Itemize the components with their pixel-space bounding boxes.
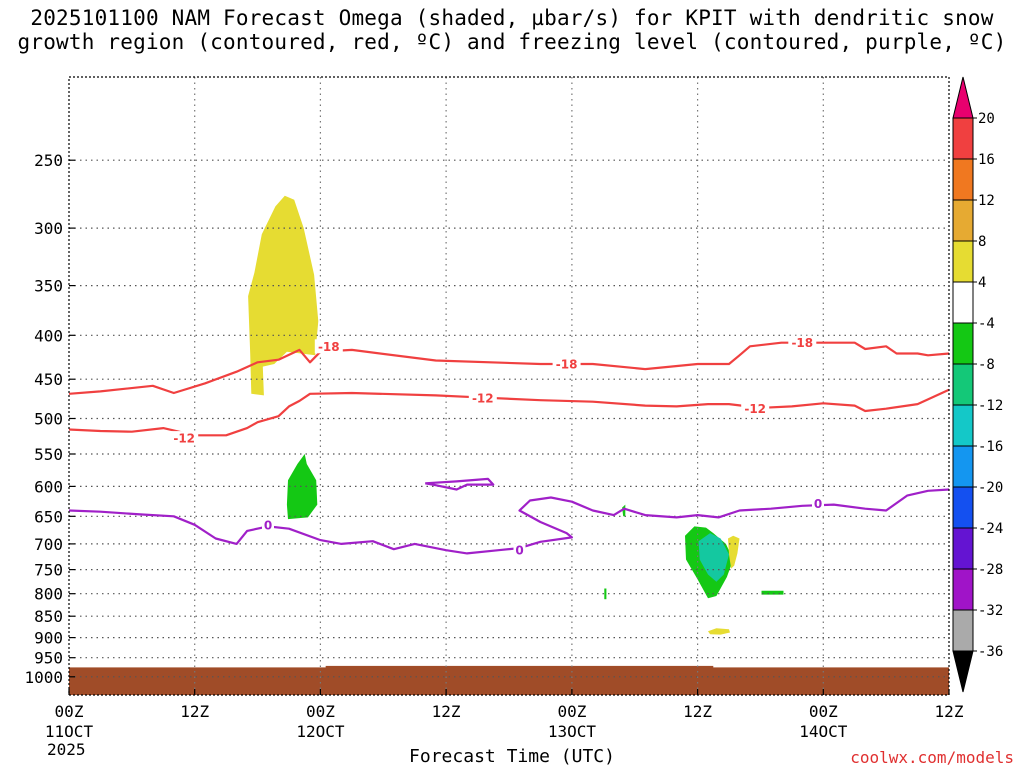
colorbar-swatch-10 bbox=[952, 527, 974, 570]
contour-line-freezing-level-island bbox=[425, 477, 495, 491]
contour-label-dendritic-bottom-2: -12 bbox=[744, 402, 766, 416]
colorbar-label-3: 8 bbox=[978, 234, 986, 250]
colorbar: 20 16 12 8 4 -4 -8 -12 -16 -20 -24 -28 -32 -36 bbox=[952, 76, 1003, 693]
contour-line-dendritic-top bbox=[68, 341, 950, 395]
y-tick-label-800: 800 bbox=[34, 585, 63, 604]
colorbar-label-4: 4 bbox=[978, 275, 986, 291]
x-tick-date-4: 13OCT bbox=[548, 722, 597, 741]
contour-line-dendritic-bottom bbox=[68, 388, 950, 437]
contour-label-dendritic-bottom-1: -12 bbox=[472, 391, 494, 405]
y-tick-label-750: 750 bbox=[34, 561, 63, 580]
contour-label-dendritic-top-2: -18 bbox=[791, 336, 813, 350]
colorbar-label-0: 20 bbox=[978, 111, 995, 127]
y-tick-label-850: 850 bbox=[34, 607, 63, 626]
plot-area: -18 -18 -18 -12 -12 -12 0 0 0 250 300 350 400 450 500 5… bbox=[24, 76, 964, 759]
colorbar-label-2: 12 bbox=[978, 193, 995, 209]
colorbar-swatch-3 bbox=[952, 240, 974, 283]
contour-label-bg-freezing-level-0 bbox=[262, 517, 274, 532]
colorbar-swatch-7 bbox=[952, 404, 974, 447]
y-tick-label-600: 600 bbox=[34, 477, 63, 496]
colorbar-label-13: -36 bbox=[978, 644, 1003, 660]
contour-label-bg-dendritic-bottom-1 bbox=[468, 390, 497, 405]
colorbar-swatch-0 bbox=[952, 117, 974, 160]
omega-region-mid-green bbox=[286, 454, 318, 520]
contour-label-bg-dendritic-top-2 bbox=[788, 335, 817, 350]
colorbar-swatch-5 bbox=[952, 322, 974, 365]
contour-label-bg-freezing-level-1 bbox=[513, 543, 526, 558]
colorbar-swatch-12 bbox=[952, 609, 974, 652]
y-tick-label-650: 650 bbox=[34, 507, 63, 526]
colorbar-label-12: -32 bbox=[978, 603, 1003, 619]
x-tick-label-6: 00Z bbox=[809, 702, 838, 721]
colorbar-label-5: -4 bbox=[978, 316, 995, 332]
y-tick-label-250: 250 bbox=[34, 151, 63, 170]
contour-label-dendritic-top-1: -18 bbox=[556, 358, 578, 372]
x-tick-label-3: 12Z bbox=[432, 702, 461, 721]
colorbar-label-9: -20 bbox=[978, 480, 1003, 496]
colorbar-swatch-11 bbox=[952, 568, 974, 611]
x-tick-label-7: 12Z bbox=[935, 702, 964, 721]
contour-label-bg-freezing-level-2 bbox=[812, 496, 824, 511]
contour-label-freezing-level-2: 0 bbox=[814, 497, 822, 511]
contour-label-dendritic-top-0: -18 bbox=[318, 340, 340, 354]
x-axis-title: Forecast Time (UTC) bbox=[409, 746, 615, 767]
y-tick-label-700: 700 bbox=[34, 535, 63, 554]
contour-label-freezing-level-1: 0 bbox=[515, 544, 523, 558]
colorbar-swatch-6 bbox=[952, 363, 974, 406]
contour-label-bg-dendritic-bottom-2 bbox=[741, 401, 770, 416]
omega-region-small-green-a bbox=[604, 588, 607, 600]
contour-label-dendritic-bottom-0: -12 bbox=[173, 432, 195, 446]
colorbar-bottom-arrow bbox=[952, 650, 974, 693]
y-tick-label-400: 400 bbox=[34, 326, 63, 345]
colorbar-top-arrow bbox=[952, 76, 974, 119]
colorbar-swatch-2 bbox=[952, 199, 974, 242]
y-tick-label-550: 550 bbox=[34, 445, 63, 464]
x-tick-date-2: 12OCT bbox=[296, 722, 345, 741]
colorbar-label-11: -28 bbox=[978, 562, 1003, 578]
y-tick-label-500: 500 bbox=[34, 410, 63, 429]
colorbar-label-6: -8 bbox=[978, 357, 995, 373]
omega-region-low-teal-core bbox=[698, 533, 729, 582]
x-tick-label-2: 00Z bbox=[306, 702, 335, 721]
x-tick-label-0: 00Z bbox=[55, 702, 84, 721]
y-tick-label-950: 950 bbox=[34, 649, 63, 668]
colorbar-label-7: -12 bbox=[978, 398, 1003, 414]
omega-region-small-green-b bbox=[622, 504, 626, 517]
contour-label-freezing-level-0: 0 bbox=[264, 518, 272, 532]
omega-region-right-yellow bbox=[728, 535, 740, 569]
colorbar-label-1: 16 bbox=[978, 152, 995, 168]
ground-fill bbox=[69, 667, 949, 695]
y-tick-label-900: 900 bbox=[34, 629, 63, 648]
chart-title: 2025101100 NAM Forecast Omega (shaded, µ… bbox=[17, 6, 1007, 54]
ground-ridge bbox=[325, 665, 714, 668]
colorbar-swatch-4 bbox=[952, 281, 974, 324]
colorbar-swatch-8 bbox=[952, 445, 974, 488]
plot-frame bbox=[68, 76, 950, 696]
y-tick-label-1000: 1000 bbox=[24, 668, 63, 687]
contour-label-bg-dendritic-top-1 bbox=[552, 357, 581, 371]
x-tick-date-0: 11OCT bbox=[45, 722, 94, 741]
y-tick-label-450: 450 bbox=[34, 370, 63, 389]
x-tick-year-0: 2025 bbox=[47, 740, 86, 759]
source-credit: coolwx.com/models bbox=[850, 748, 1014, 767]
y-tick-label-350: 350 bbox=[34, 277, 63, 296]
omega-region-bottom-yellow bbox=[708, 628, 730, 635]
omega-region-upper-yellow-rising bbox=[248, 195, 319, 396]
colorbar-label-10: -24 bbox=[978, 521, 1003, 537]
contour-line-freezing-level bbox=[68, 488, 950, 555]
colorbar-swatch-9 bbox=[952, 486, 974, 529]
colorbar-label-8: -16 bbox=[978, 439, 1003, 455]
omega-region-small-green-c bbox=[761, 590, 784, 595]
contour-label-bg-dendritic-top-0 bbox=[314, 339, 343, 354]
x-tick-label-5: 12Z bbox=[683, 702, 712, 721]
y-tick-label-300: 300 bbox=[34, 219, 63, 238]
colorbar-swatch-1 bbox=[952, 158, 974, 201]
x-tick-label-1: 12Z bbox=[180, 702, 209, 721]
x-tick-label-4: 00Z bbox=[557, 702, 586, 721]
x-tick-date-6: 14OCT bbox=[799, 722, 848, 741]
contour-label-bg-dendritic-bottom-0 bbox=[170, 431, 199, 446]
